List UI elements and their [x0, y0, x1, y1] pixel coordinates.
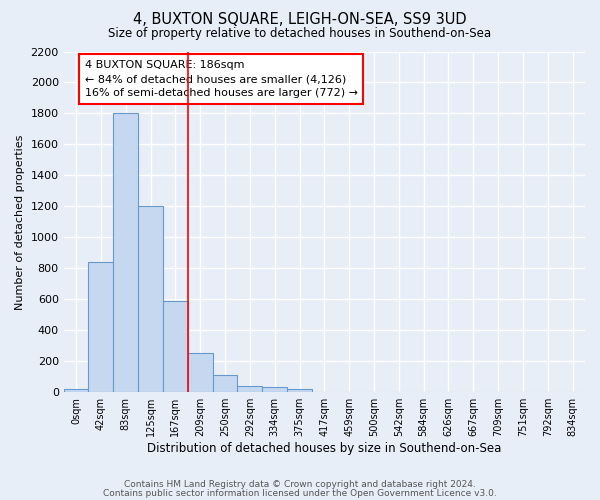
- Text: Contains HM Land Registry data © Crown copyright and database right 2024.: Contains HM Land Registry data © Crown c…: [124, 480, 476, 489]
- Bar: [88, 262, 113, 392]
- Y-axis label: Number of detached properties: Number of detached properties: [15, 134, 25, 310]
- Bar: [113, 114, 138, 392]
- Bar: [64, 389, 88, 392]
- Bar: [238, 386, 262, 392]
- Text: Contains public sector information licensed under the Open Government Licence v3: Contains public sector information licen…: [103, 488, 497, 498]
- Bar: [188, 354, 212, 392]
- X-axis label: Distribution of detached houses by size in Southend-on-Sea: Distribution of detached houses by size …: [147, 442, 502, 455]
- Text: 4 BUXTON SQUARE: 186sqm
← 84% of detached houses are smaller (4,126)
16% of semi: 4 BUXTON SQUARE: 186sqm ← 84% of detache…: [85, 60, 358, 98]
- Text: Size of property relative to detached houses in Southend-on-Sea: Size of property relative to detached ho…: [109, 28, 491, 40]
- Text: 4, BUXTON SQUARE, LEIGH-ON-SEA, SS9 3UD: 4, BUXTON SQUARE, LEIGH-ON-SEA, SS9 3UD: [133, 12, 467, 28]
- Bar: [287, 389, 312, 392]
- Bar: [262, 387, 287, 392]
- Bar: [163, 301, 188, 392]
- Bar: [212, 375, 238, 392]
- Bar: [138, 206, 163, 392]
